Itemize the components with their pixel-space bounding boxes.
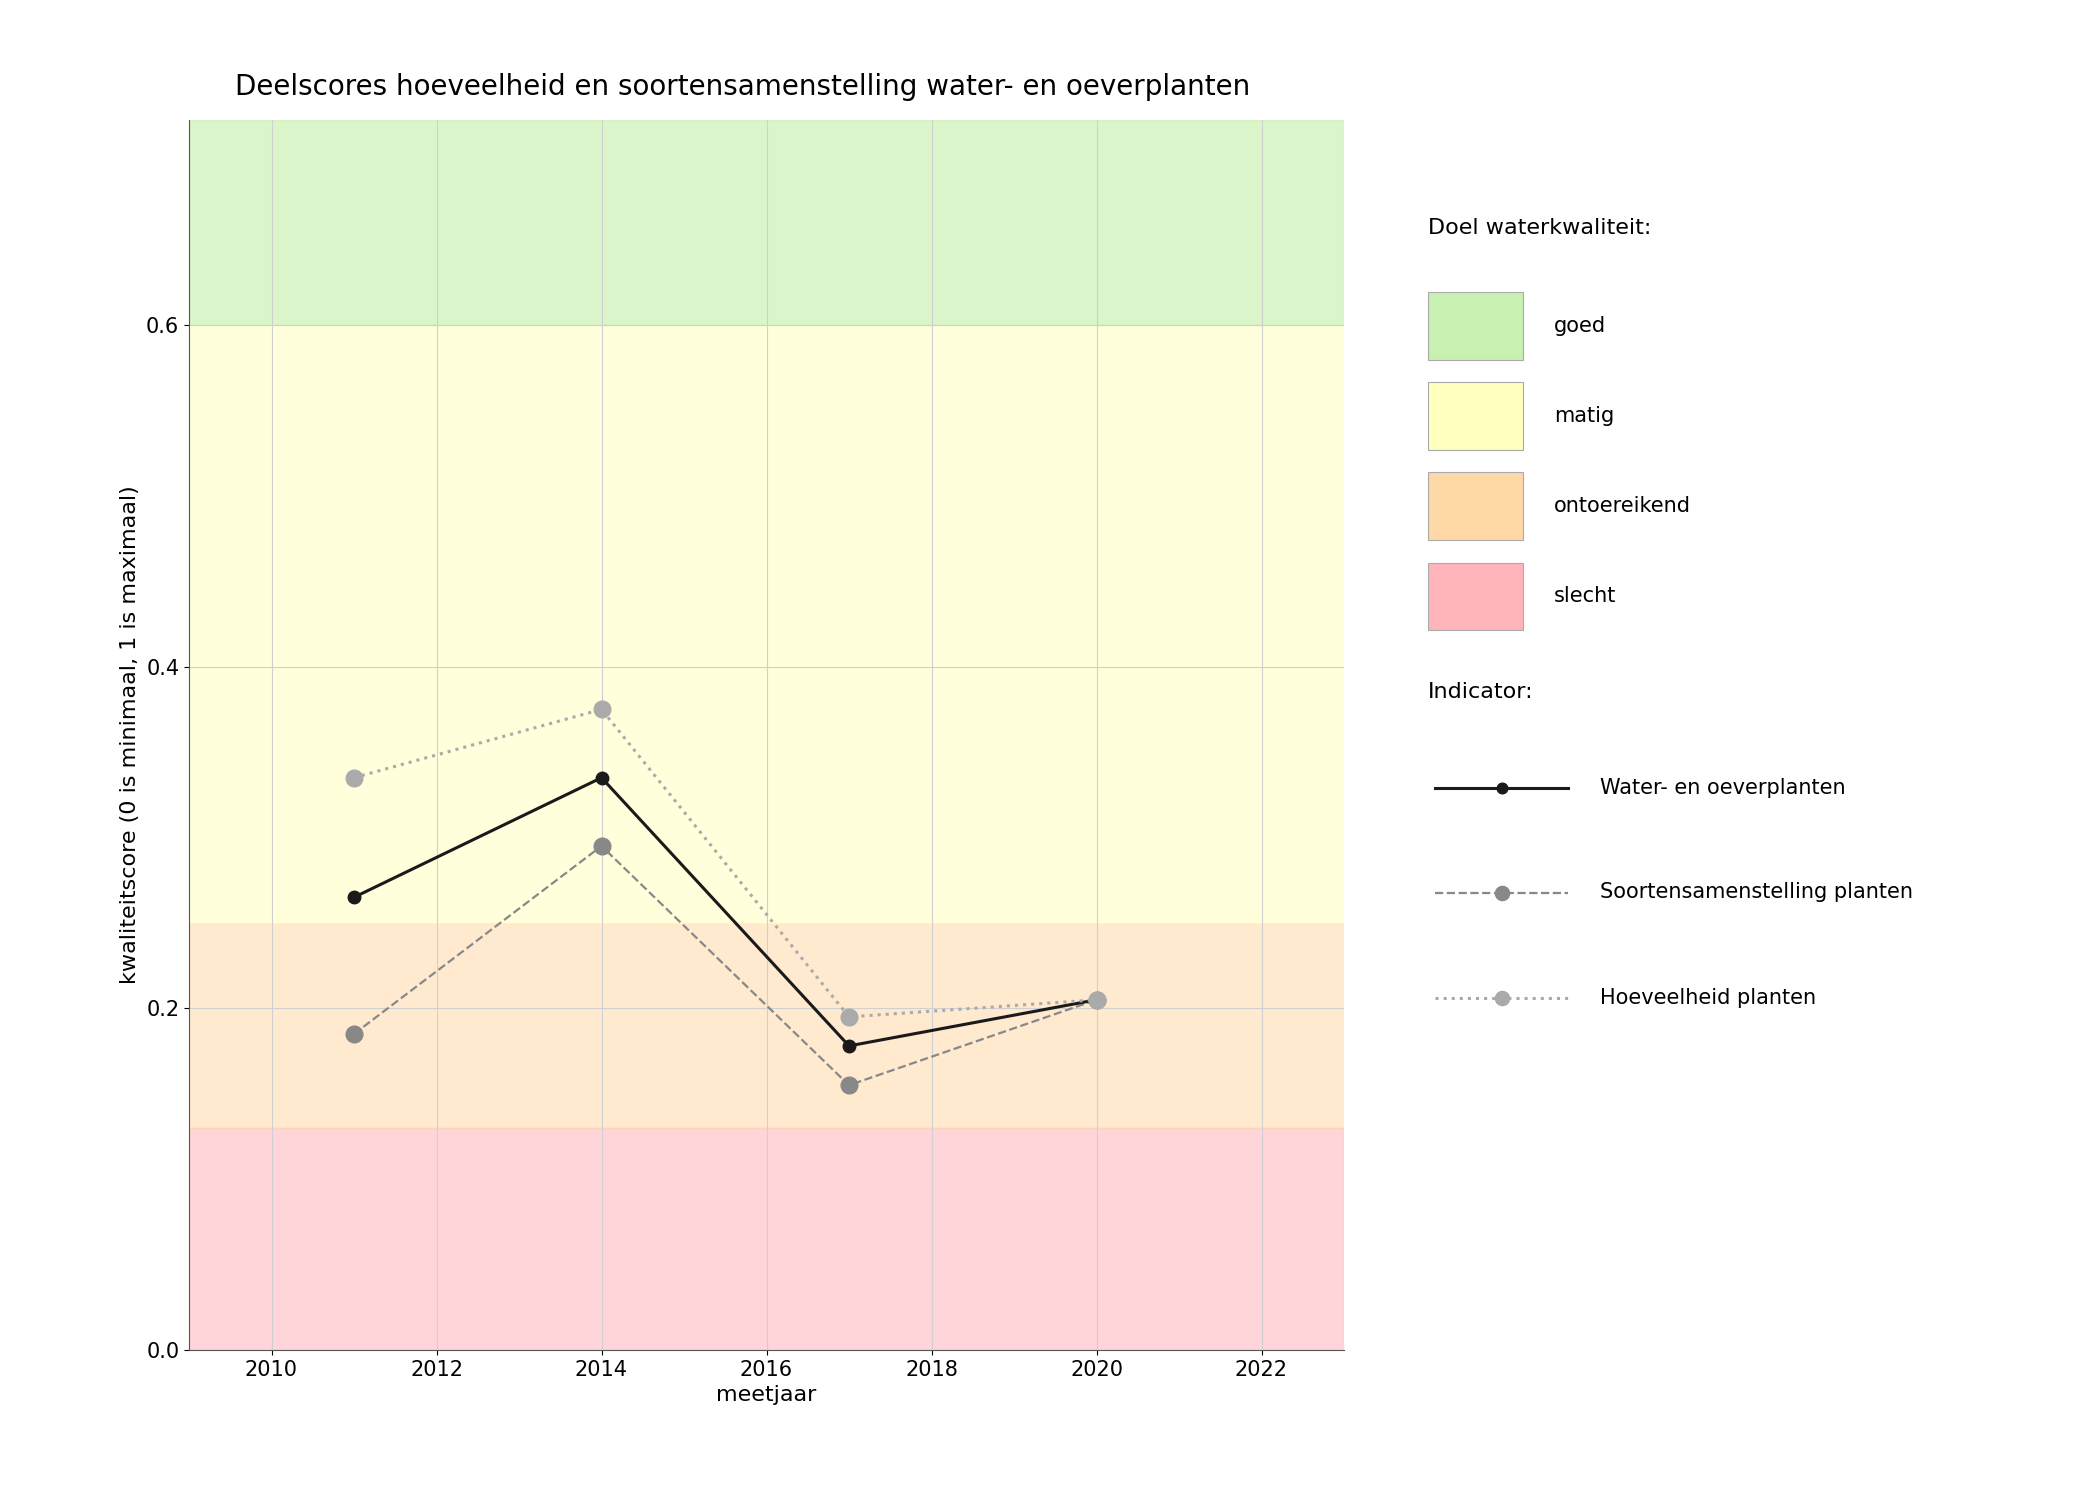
- Text: Hoeveelheid planten: Hoeveelheid planten: [1600, 987, 1816, 1008]
- Text: slecht: slecht: [1554, 586, 1617, 606]
- Text: matig: matig: [1554, 406, 1615, 426]
- Text: Indicator:: Indicator:: [1428, 682, 1533, 702]
- X-axis label: meetjaar: meetjaar: [716, 1386, 817, 1406]
- Text: Water- en oeverplanten: Water- en oeverplanten: [1600, 777, 1846, 798]
- Text: ontoereikend: ontoereikend: [1554, 496, 1690, 516]
- Bar: [189, 120, 1344, 326]
- Bar: [189, 1128, 1344, 1350]
- Text: goed: goed: [1554, 316, 1606, 336]
- Y-axis label: kwaliteitscore (0 is minimaal, 1 is maximaal): kwaliteitscore (0 is minimaal, 1 is maxi…: [120, 486, 141, 984]
- Text: Deelscores hoeveelheid en soortensamenstelling water- en oeverplanten: Deelscores hoeveelheid en soortensamenst…: [235, 74, 1250, 100]
- Bar: [189, 326, 1344, 922]
- Text: Doel waterkwaliteit:: Doel waterkwaliteit:: [1428, 217, 1651, 237]
- Text: Soortensamenstelling planten: Soortensamenstelling planten: [1600, 882, 1913, 903]
- Bar: [189, 922, 1344, 1128]
